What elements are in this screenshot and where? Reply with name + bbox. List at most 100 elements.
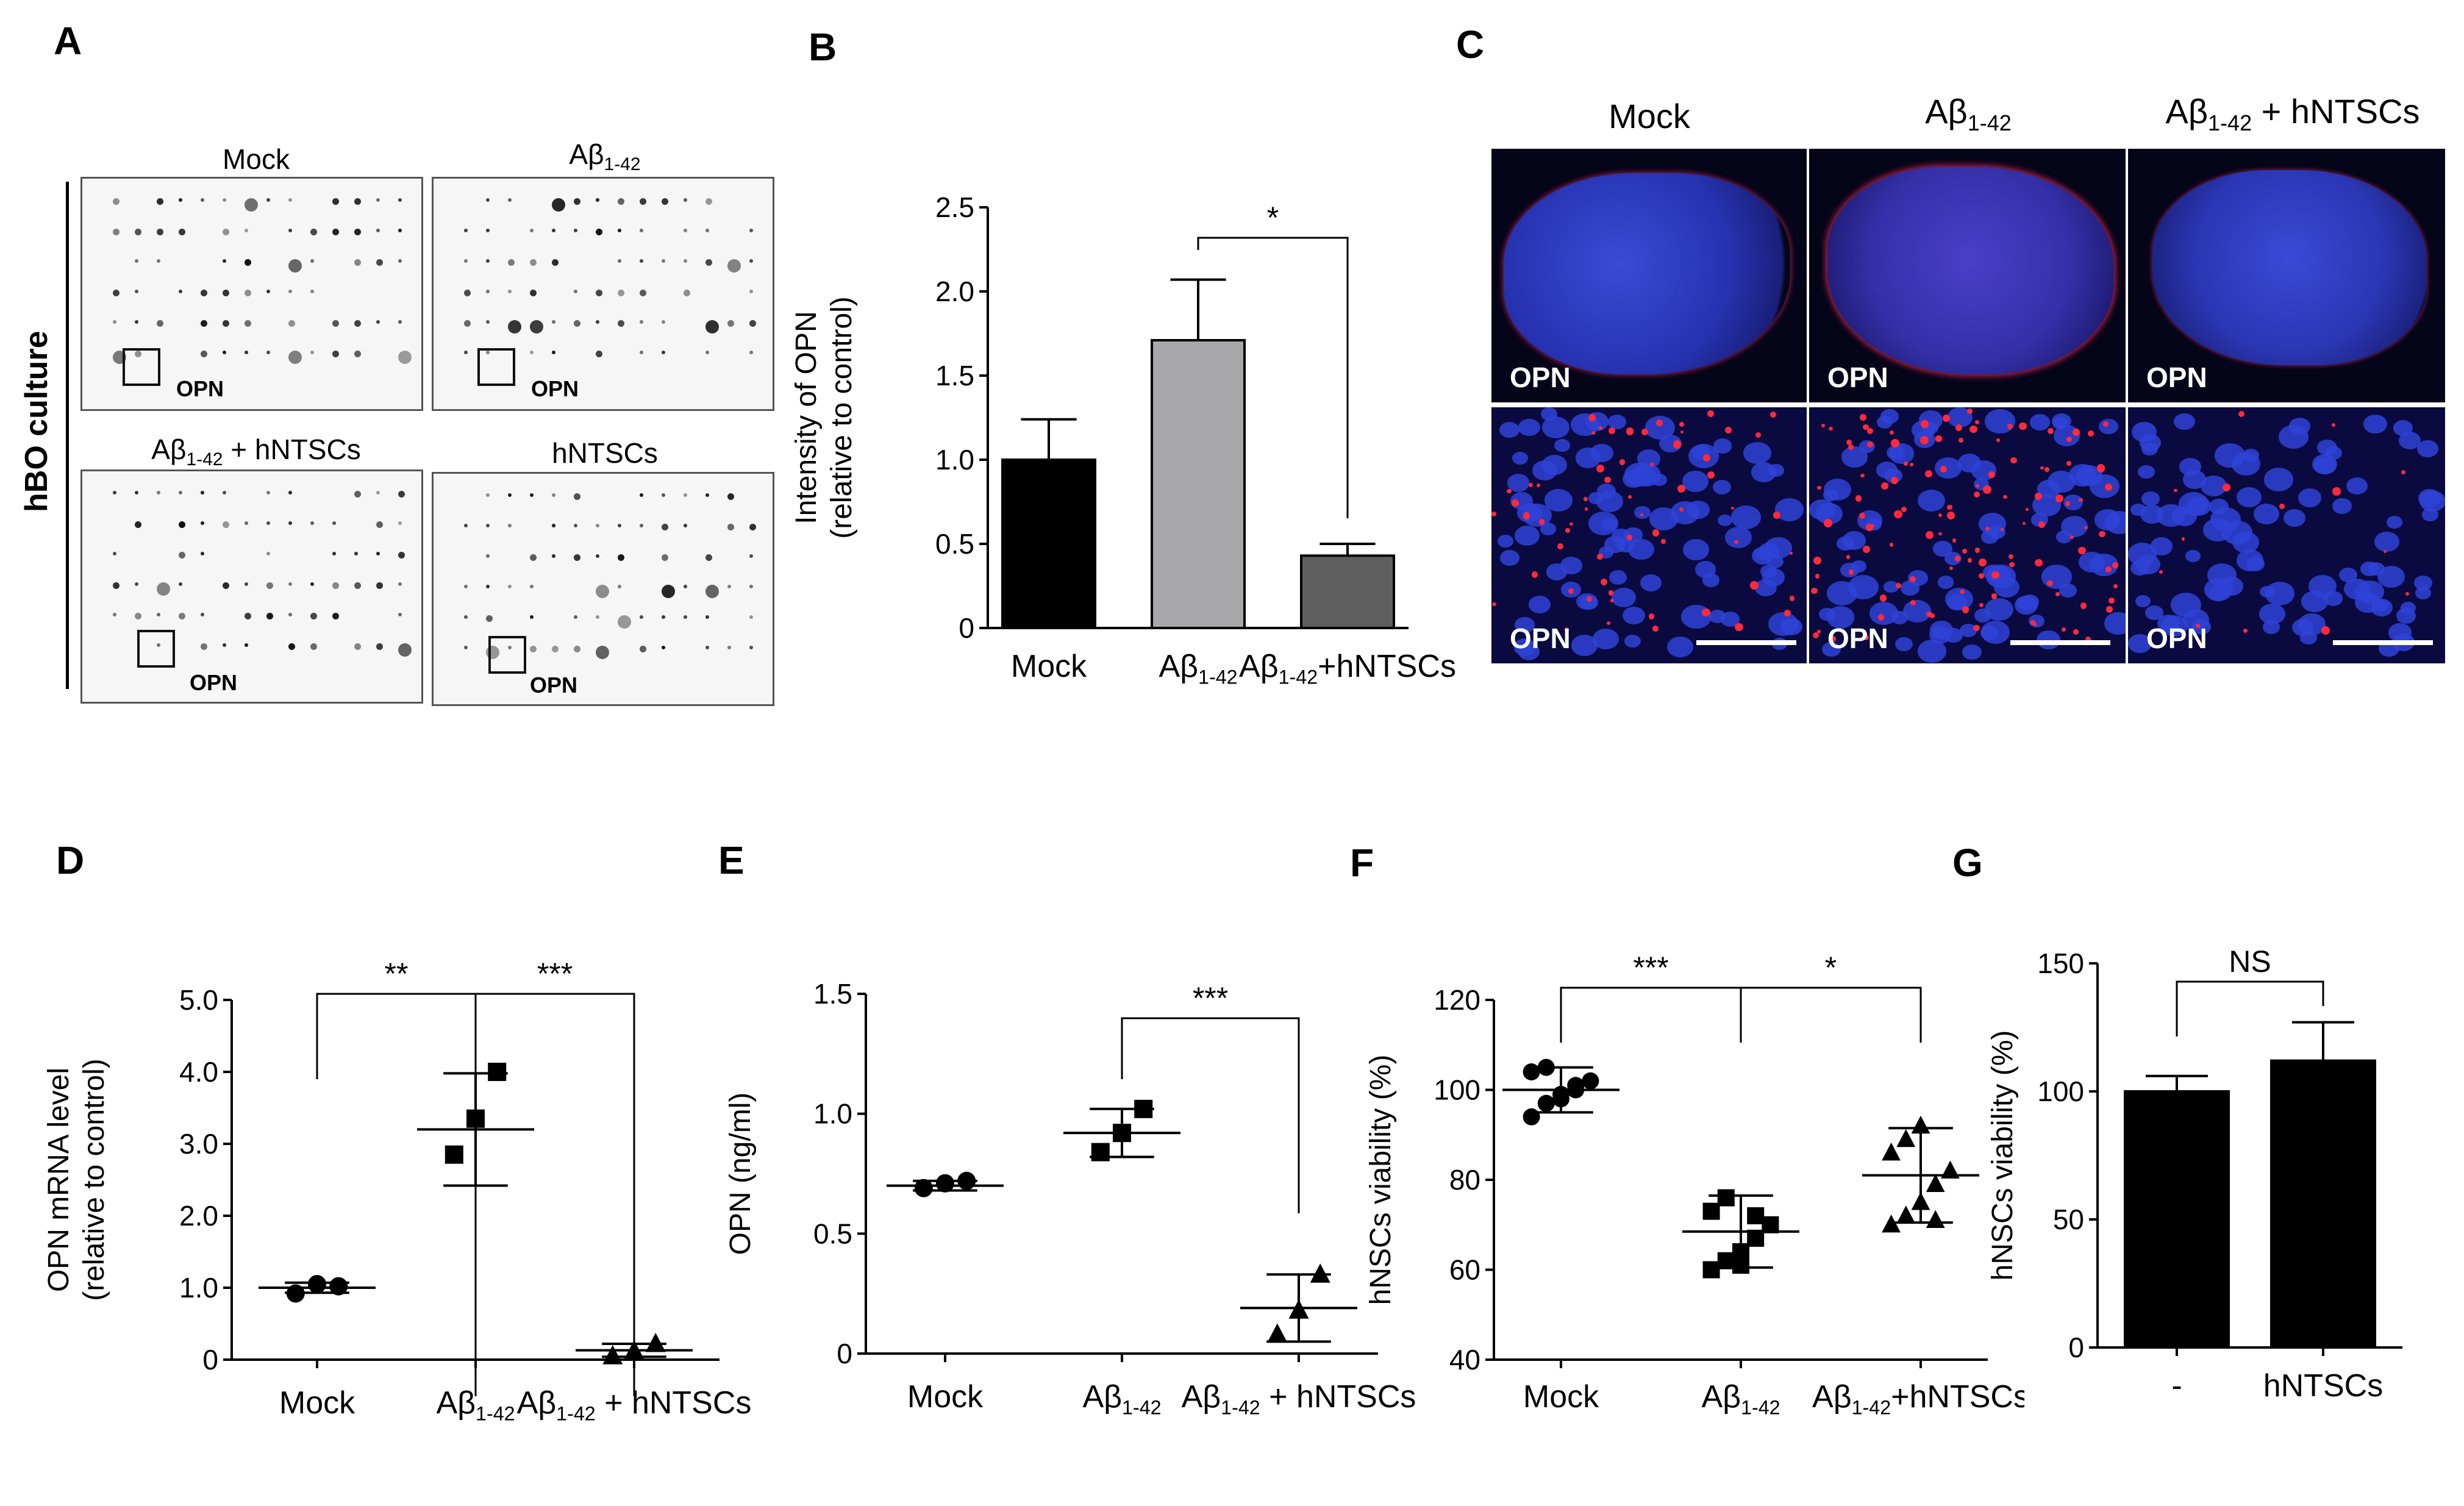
blot-spot [684,524,687,527]
blot-spot [266,521,270,525]
opn-puncta [2085,636,2091,642]
blot-spot [749,229,753,232]
nucleus [1884,580,1899,593]
blot-spot [266,582,273,589]
nucleus [1917,639,1946,663]
blot-spot [398,259,402,263]
opn-puncta [1707,410,1714,418]
blot-spot [288,643,295,650]
blot-spot [727,493,734,500]
nucleus [2145,605,2164,620]
nucleus [1544,489,1573,512]
nucleus [1682,471,1709,492]
opn-puncta [2104,484,2112,491]
y-tick-label: 0 [837,1338,852,1369]
blot-spot [684,229,687,232]
scale-bar [2010,640,2110,645]
micro-image-zoom: OPN [1491,407,1807,663]
opn-puncta [2055,592,2060,597]
opn-puncta [1755,432,1761,438]
opn-puncta [1817,629,1821,633]
blot-spot [464,615,468,619]
nucleus [1498,535,1514,548]
nucleus [2052,413,2072,429]
nucleus [1634,505,1651,519]
blot-spot [574,554,580,561]
nucleus [1596,490,1624,512]
opn-puncta [2025,507,2029,512]
blot-title-abeta: Aβ1-42 [569,138,641,175]
significance-label: * [1267,201,1279,235]
blot-spot [749,259,753,263]
opn-puncta [1881,482,1888,490]
opn-puncta [1975,420,1980,425]
scale-bar [2333,640,2433,645]
nucleus [1754,547,1770,560]
blot-spot [310,582,314,586]
opn-puncta [2099,530,2105,538]
opn-puncta [2107,566,2112,571]
category-label: - [2171,1368,2182,1404]
blot-spot [705,585,719,598]
blot-spot [618,290,624,296]
opn-puncta [1967,408,1973,415]
blot-spot [398,643,412,657]
nucleus [1717,515,1732,527]
opn-puncta [1565,528,1571,534]
blot-title-hntscs: hNTSCs [552,437,658,469]
blot-spot [157,198,163,205]
blot-spot [749,351,753,354]
blot-spot [223,582,229,589]
blot-spot [398,582,402,586]
blot-spot [179,198,182,202]
opn-puncta [1890,430,1894,435]
opn-puncta [1512,499,1519,507]
nucleus [1512,451,1528,465]
opn-puncta [1962,606,1969,613]
nucleus [2029,414,2051,430]
category-label: Mock [1011,649,1087,684]
blot-spot [640,615,643,619]
blot-spot [727,585,731,588]
opn-puncta [1707,471,1715,479]
category-label: Aβ1-42 [1159,649,1237,688]
blot-spot [705,320,719,334]
micro-image: OPN [1491,149,1807,402]
blot-spot [464,524,468,527]
y-tick-label: 100 [2037,1076,2084,1107]
panel-g-letter: G [1952,841,1983,885]
blot-spot [398,229,402,232]
nucleus [1917,489,1946,512]
opn-puncta [1891,477,1899,485]
opn-puncta [2065,501,2070,507]
blot-spot [596,524,599,527]
nucleus [1959,624,1977,638]
blot-spot [245,229,248,232]
blot-spot [749,615,753,619]
opn-puncta [1679,421,1684,427]
opn-puncta [1973,491,1980,498]
blot-spot [574,493,580,500]
opn-puncta [1539,519,1545,525]
blot-spot [376,643,383,650]
nucleus [2105,510,2126,534]
opn-puncta [2405,591,2409,596]
opn-puncta [1817,485,1821,490]
nucleus [2174,413,2195,430]
data-point [445,1145,463,1164]
nucleus [1760,565,1777,578]
opn-puncta [2384,550,2387,554]
y-tick-label: 5.0 [179,984,218,1016]
blot-spot [245,320,251,327]
opn-puncta [1946,512,1955,519]
blot-spot [245,643,248,647]
blot-spot [552,646,559,652]
nucleus [2373,599,2389,612]
significance-label: *** [537,957,573,991]
blot-spot [398,552,405,559]
nucleus [2265,582,2294,606]
blot-spot [310,351,314,354]
blot-spot [223,351,226,354]
blot-spot [727,646,731,649]
blot-spot [135,229,141,235]
